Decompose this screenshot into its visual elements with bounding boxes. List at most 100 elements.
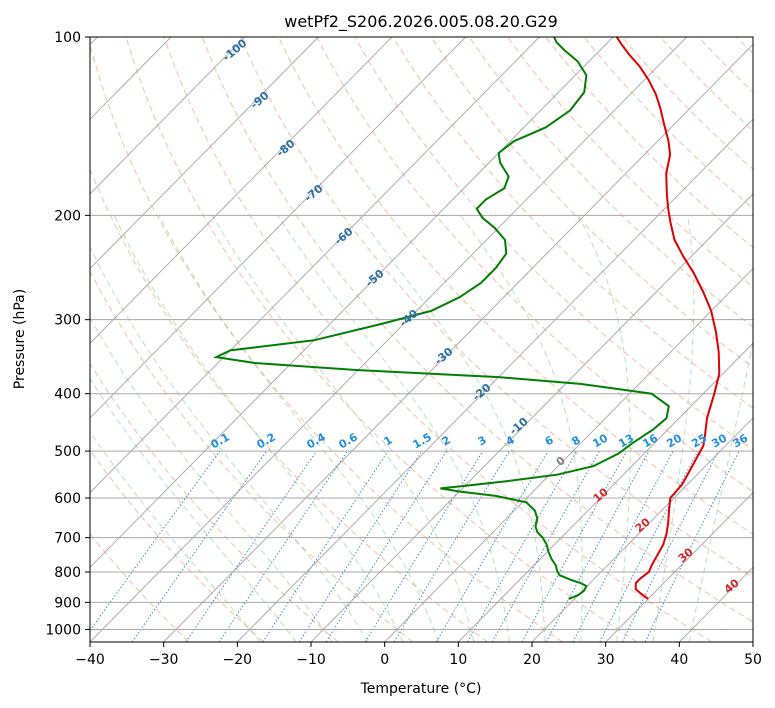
y-tick-label: 800 [54, 565, 81, 581]
isotherm-line [90, 37, 688, 642]
dry-adiabat [697, 37, 753, 93]
y-axis-label: Pressure (hPa) [12, 289, 28, 389]
mixing-ratio-line [599, 450, 699, 642]
mixing-ratio-line [393, 450, 510, 642]
dry-adiabat-label: -100 [220, 36, 250, 64]
mixing-ratio-label: 0.2 [255, 430, 278, 451]
mixing-ratio-line [491, 450, 600, 642]
dry-adiabat-label: -90 [248, 89, 272, 112]
mixing-ratio-label: 30 [709, 431, 729, 450]
y-tick-label: 600 [54, 491, 81, 507]
mixing-ratio-label: 1 [382, 433, 395, 448]
dry-adiabat [316, 37, 753, 493]
mixing-ratio-label: 16 [640, 431, 660, 450]
x-tick-label: 20 [523, 652, 541, 668]
isotherm-line [90, 37, 467, 419]
mixing-ratio-label: 10 [590, 431, 610, 450]
dry-adiabat [354, 37, 753, 451]
moist-adiabat [90, 245, 369, 642]
dry-adiabat [430, 37, 753, 368]
mixing-ratio-line [545, 450, 650, 642]
mixing-ratio-label: 20 [664, 431, 684, 450]
isotherm-label: 30 [676, 545, 696, 565]
y-axis: 100 200 300 400 500 600 700 800 900 1000 [45, 30, 90, 638]
isotherm-line [90, 37, 540, 494]
x-tick-label: −30 [149, 652, 179, 668]
moist-adiabat [158, 215, 439, 642]
moist-adiabat [90, 316, 333, 642]
mixing-ratio-label: 8 [570, 433, 583, 448]
isotherm-line [605, 491, 753, 642]
mixing-ratio-label: 6 [543, 433, 556, 448]
x-tick-label: 40 [670, 652, 688, 668]
moist-adiabat [90, 430, 261, 642]
data-series [212, 37, 721, 600]
y-tick-label: 700 [54, 531, 81, 547]
dry-adiabat [621, 37, 753, 170]
isotherm-label: 40 [722, 576, 742, 596]
moist-adiabat [688, 338, 753, 642]
mixing-ratio-line [435, 450, 549, 642]
dry-adiabat [90, 270, 414, 642]
mixing-ratio-line [298, 450, 423, 642]
mixing-ratio-line [185, 450, 318, 642]
mixing-ratio-label: 1.5 [411, 430, 434, 451]
mixing-ratio-line [364, 450, 484, 642]
x-tick-label: 50 [744, 652, 762, 668]
isotherm-line [384, 267, 753, 642]
x-tick-label: −10 [296, 652, 326, 668]
mixing-ratio-label: 0.4 [305, 430, 329, 451]
x-tick-label: 30 [597, 652, 615, 668]
dry-adiabat [736, 37, 753, 55]
mixing-ratio-label: 36 [730, 431, 750, 450]
y-tick-label: 900 [54, 595, 81, 611]
mixing-ratio-line [521, 450, 628, 642]
isotherm-line [236, 118, 753, 642]
moist-adiabat [211, 215, 475, 642]
moist-adiabat [90, 377, 297, 642]
chart-title: wetPf2_S206.2026.005.08.20.G29 [284, 12, 558, 32]
mixing-ratio-line [325, 450, 448, 642]
dry-adiabat [506, 37, 753, 288]
x-tick-label: 10 [449, 652, 467, 668]
dry-adiabat [163, 37, 712, 642]
isotherm-line [90, 37, 393, 344]
background-lines [90, 37, 753, 642]
dry-adiabat [90, 533, 190, 642]
isotherm-line [310, 193, 753, 642]
y-tick-label: 200 [54, 208, 81, 224]
plot-frame [89, 36, 754, 643]
mixing-ratio-label: 13 [616, 432, 636, 451]
dry-adiabat-label: -80 [274, 137, 298, 160]
y-tick-label: 400 [54, 387, 81, 403]
moist-adiabat [460, 215, 583, 642]
mixing-ratio-line [572, 450, 674, 642]
dry-adiabat-label: -20 [470, 381, 494, 404]
y-tick-label: 500 [54, 444, 81, 460]
dry-adiabat-label: -30 [432, 345, 456, 368]
grid-lines [90, 37, 753, 642]
isotherm-line [163, 43, 753, 642]
mixing-ratio-line [131, 450, 268, 642]
isotherm-line [90, 37, 319, 270]
mixing-ratio-line [90, 450, 221, 632]
y-tick-label: 100 [54, 30, 81, 46]
isotherm-line [90, 37, 246, 195]
dry-adiabat [392, 37, 753, 409]
mixing-ratio-label: 0.6 [337, 430, 361, 451]
x-tick-label: 0 [380, 652, 389, 668]
isotherm-label: 10 [591, 485, 611, 505]
dry-adiabat [278, 37, 753, 535]
y-tick-label: 300 [54, 313, 81, 329]
dry-adiabat [90, 449, 264, 642]
dry-adiabat [90, 362, 339, 642]
mixing-ratio-label: 0.1 [209, 430, 232, 451]
moist-adiabat [577, 215, 631, 642]
x-tick-label: −40 [75, 652, 105, 668]
dry-adiabat [201, 37, 753, 623]
x-axis-label: Temperature (°C) [360, 681, 482, 697]
mixing-ratio-label: 2 [440, 433, 453, 448]
dry-adiabat [90, 167, 488, 642]
dry-adiabat-label: -70 [302, 182, 326, 205]
